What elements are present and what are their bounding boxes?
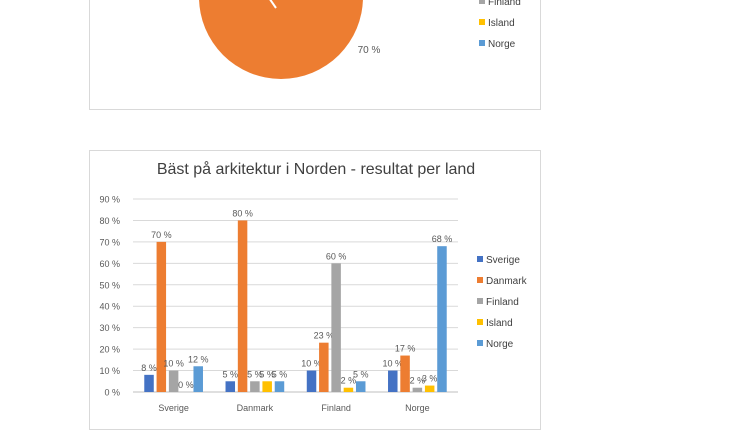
data-label: 5 % (272, 369, 288, 379)
legend-swatch (477, 340, 483, 346)
data-label: 60 % (326, 251, 347, 261)
chart-title: Bäst på arkitektur i Norden - resultat p… (156, 161, 476, 178)
bar-chart-panel: Bäst på arkitektur i Norden - resultat p… (89, 150, 541, 430)
pie-chart-svg: 70 % (199, 0, 381, 79)
legend-swatch (477, 256, 483, 262)
bar-danmark-sverige (156, 241, 167, 392)
data-label: 68 % (432, 234, 453, 244)
bar-norge-norge (437, 246, 447, 392)
bar-sverige-danmark (225, 381, 236, 392)
bar-island-danmark (262, 381, 272, 392)
data-label: 0 % (178, 380, 194, 390)
x-tick-label: Norge (405, 403, 430, 413)
data-label: 12 % (188, 354, 209, 364)
bar-sverige-finland (306, 370, 317, 392)
bar-sverige-norge (388, 370, 398, 392)
data-label: 17 % (395, 344, 416, 354)
bar-chart-svg: 0 % 10 % 20 % 30 % 40 % 50 % 60 % 70 % 80 % 90 % 8… (99, 195, 458, 413)
legend-label: Island (486, 318, 513, 329)
bar-norge-danmark (274, 381, 285, 392)
data-label: 10 % (163, 359, 184, 369)
legend-item-sverige: Sverige (477, 255, 520, 266)
legend-swatch (477, 298, 483, 304)
bar-danmark-danmark (237, 220, 248, 392)
y-tick-label: 80 % (99, 216, 120, 226)
y-tick-label: 40 % (99, 302, 120, 312)
data-label: 70 % (151, 230, 172, 240)
y-tick-label: 10 % (99, 366, 120, 376)
x-tick-label: Danmark (237, 403, 274, 413)
pie-data-label: 70 % (358, 45, 381, 56)
y-tick-label: 30 % (99, 323, 120, 333)
x-tick-label: Sverige (158, 403, 189, 413)
legend-swatch (479, 40, 485, 46)
legend-item-island: Island (477, 318, 513, 329)
legend-item-finland: Finland (477, 297, 519, 308)
bar-finland-danmark (250, 381, 260, 392)
data-label: 5 % (353, 369, 369, 379)
pie-legend-item-finland: Finland (479, 0, 521, 8)
legend-item-danmark: Danmark (477, 276, 527, 287)
pie-legend-item-norge: Norge (479, 39, 515, 50)
bar-norge-sverige (193, 366, 203, 392)
data-label: 10 % (383, 359, 404, 369)
legend-swatch (477, 319, 483, 325)
bar-finland-finland (331, 263, 341, 392)
legend-item-norge: Norge (477, 339, 513, 350)
legend-label: Sverige (486, 255, 520, 266)
data-label: 10 % (301, 359, 322, 369)
legend-swatch (477, 277, 483, 283)
data-label: 3 % (422, 374, 438, 384)
pie-slice-danmark (199, 0, 363, 79)
bar-island-finland (343, 387, 354, 392)
data-label: 8 % (141, 363, 157, 373)
x-tick-label: Finland (321, 403, 351, 413)
legend-swatch (479, 19, 485, 25)
legend-label: Danmark (486, 276, 527, 287)
bar-island-norge (424, 385, 435, 392)
data-label: 5 % (247, 369, 263, 379)
data-label: 2 % (410, 376, 426, 386)
legend-label: Finland (488, 0, 521, 8)
legend-swatch (479, 0, 485, 4)
bar-danmark-finland (319, 342, 329, 392)
data-label: 2 % (341, 376, 357, 386)
y-tick-label: 70 % (99, 237, 120, 247)
bar-finland-norge (412, 387, 423, 392)
bar-norge-finland (355, 381, 366, 392)
bar-danmark-norge (400, 355, 410, 392)
y-tick-label: 90 % (99, 195, 120, 205)
data-label: 5 % (259, 369, 275, 379)
y-tick-label: 60 % (99, 259, 120, 269)
pie-slice-separator (269, 0, 277, 9)
y-tick-label: 50 % (99, 280, 120, 290)
legend-label: Norge (488, 39, 516, 50)
data-label: 23 % (314, 331, 335, 341)
legend-label: Island (488, 18, 515, 29)
pie-chart-panel: 70 % Finland Island Norge (89, 0, 541, 110)
pie-legend-item-island: Island (479, 18, 515, 29)
y-tick-label: 20 % (99, 345, 120, 355)
legend-label: Norge (486, 339, 514, 350)
data-label: 80 % (232, 208, 253, 218)
bar-sverige-sverige (144, 374, 154, 392)
y-tick-label: 0 % (104, 388, 120, 398)
legend-label: Finland (486, 297, 519, 308)
data-label: 5 % (223, 369, 239, 379)
bar-finland-sverige (168, 370, 179, 392)
